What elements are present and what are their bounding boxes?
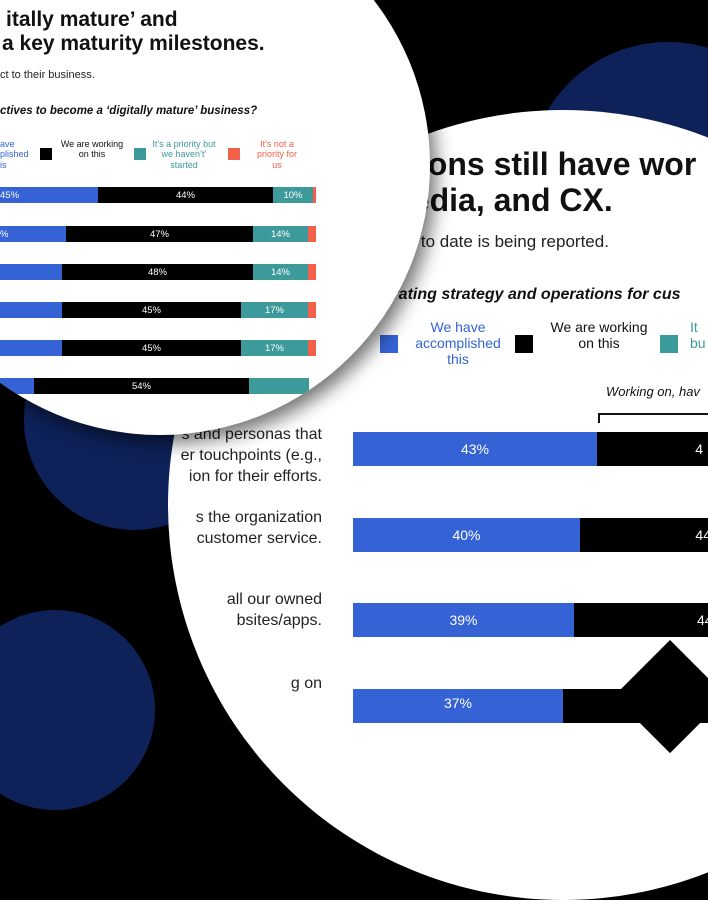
segment-working: 44 <box>580 518 708 552</box>
legend-label-working: We are working on this <box>550 319 648 352</box>
secondary-bar-row-2: % 47% 14% <box>0 226 316 242</box>
segment-priority: 10% <box>273 187 313 203</box>
row-label-4: g on <box>290 675 322 692</box>
secondary-bar-row-4: 45% 17% <box>0 302 316 318</box>
legend-label-accomplished: We have accomplished this <box>415 319 501 368</box>
row-label-1: s and personas that er touchpoints (e.g.… <box>180 426 322 485</box>
segment-priority <box>249 378 309 394</box>
legend-label-priority: It bu <box>690 319 706 352</box>
secondary-subtitle: ct to their business. <box>0 69 95 81</box>
secondary-question: ctives to become a ‘digitally mature’ bu… <box>0 105 258 117</box>
segment-accomplished: 40% <box>353 518 580 552</box>
main-bar-row-2: 40% 44 <box>353 518 708 552</box>
segment-not-priority <box>313 187 316 203</box>
segment-priority: 17% <box>241 302 308 318</box>
secondary-legend-label-working: We are working on this <box>60 139 124 160</box>
secondary-bar-row-3: 48% 14% <box>0 264 316 280</box>
segment-accomplished <box>0 302 62 318</box>
segment-not-priority <box>308 264 316 280</box>
navy-circle-bottom-left <box>0 610 155 810</box>
segment-not-priority <box>308 302 316 318</box>
segment-accomplished <box>0 340 62 356</box>
secondary-legend-swatch-working <box>40 148 52 160</box>
segment-accomplished: 45% <box>0 187 98 203</box>
legend-swatch-accomplished <box>380 335 398 353</box>
segment-working: 44% <box>574 603 708 637</box>
secondary-legend-label-not-priority: It’s not a priority for us <box>256 139 297 170</box>
secondary-bar-row-1: 45% 44% 10% <box>0 187 316 203</box>
secondary-title-line1: itally mature’ and <box>6 8 178 31</box>
secondary-legend-label-accomplished: ave plished is <box>0 139 29 170</box>
segment-accomplished <box>0 378 34 394</box>
main-bar-row-3: 39% 44% <box>353 603 708 637</box>
secondary-title-line2: a key maturity milestones. <box>2 32 265 55</box>
segment-accomplished <box>0 264 62 280</box>
secondary-legend-swatch-priority <box>134 148 146 160</box>
segment-working: 44% <box>98 187 273 203</box>
segment-working: 45% <box>62 302 241 318</box>
segment-working: 54% <box>34 378 249 394</box>
segment-working: 4 <box>597 432 708 466</box>
row-label-3: all our owned bsites/apps. <box>226 591 322 629</box>
segment-accomplished: % <box>0 226 66 242</box>
secondary-legend-swatch-not-priority <box>228 148 240 160</box>
segment-not-priority <box>308 340 316 356</box>
segment-working: 45% <box>62 340 241 356</box>
row-label-2: s the organization customer service. <box>195 509 322 547</box>
segment-working: 47% <box>66 226 253 242</box>
main-bar-row-1: 43% 4 <box>353 432 708 466</box>
segment-priority: 14% <box>253 226 308 242</box>
legend-swatch-working <box>515 335 533 353</box>
segment-accomplished: 37% <box>353 689 563 723</box>
secondary-bar-row-5: 45% 17% <box>0 340 316 356</box>
secondary-bar-row-6: 54% <box>0 378 316 394</box>
bracket-label: Working on, hav <box>606 384 700 399</box>
segment-working: 48% <box>62 264 253 280</box>
segment-priority: 17% <box>241 340 308 356</box>
bracket-line <box>598 413 708 423</box>
segment-accomplished: 39% <box>353 603 574 637</box>
main-question: n integrating strategy and operations fo… <box>340 286 681 303</box>
segment-priority: 14% <box>253 264 308 280</box>
secondary-document-circle: itally mature’ and a key maturity milest… <box>0 0 430 435</box>
secondary-legend-label-priority: It’s a priority but we haven’t’ started <box>152 139 216 170</box>
legend-swatch-priority <box>660 335 678 353</box>
segment-not-priority <box>308 226 316 242</box>
segment-accomplished: 43% <box>353 432 597 466</box>
